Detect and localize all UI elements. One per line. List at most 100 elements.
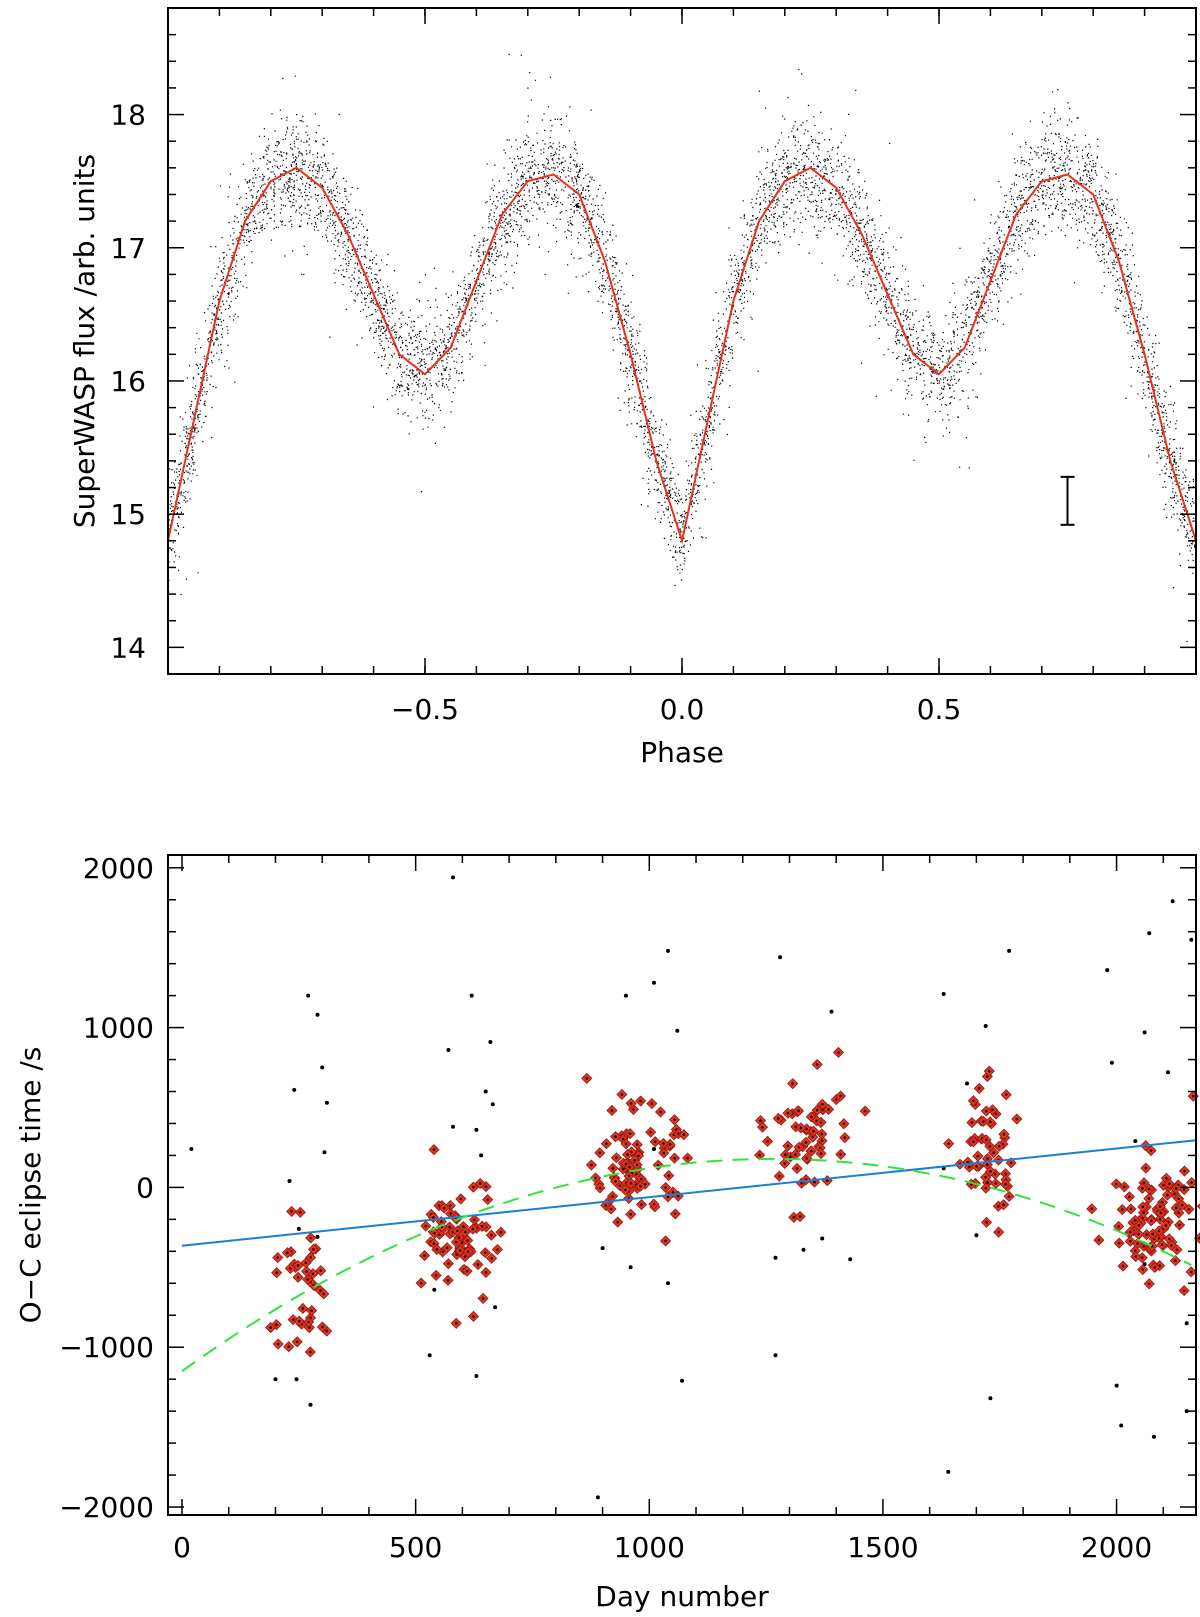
o-c-point-center bbox=[610, 1109, 614, 1112]
o-c-outlier-point bbox=[666, 948, 670, 953]
o-c-point-center bbox=[424, 1224, 428, 1228]
o-c-point-center bbox=[1002, 1203, 1005, 1206]
o-c-outlier-point bbox=[773, 1255, 778, 1260]
o-c-point-center bbox=[605, 1142, 608, 1146]
o-c-point-center bbox=[682, 1133, 686, 1136]
o-c-point-center bbox=[628, 1132, 632, 1136]
o-c-point-center bbox=[629, 1212, 633, 1216]
o-c-outlier-point bbox=[1142, 1030, 1147, 1035]
o-c-outlier-point bbox=[320, 1065, 325, 1070]
o-c-point-center bbox=[863, 1109, 867, 1113]
o-c-point-center bbox=[1144, 1166, 1148, 1170]
o-c-outlier-point bbox=[1189, 937, 1194, 942]
o-c-point-center bbox=[291, 1318, 295, 1321]
o-c-point-center bbox=[1128, 1230, 1132, 1234]
o-c-point-center bbox=[1182, 1188, 1186, 1191]
o-c-point-center bbox=[777, 1174, 781, 1178]
o-c-point-center bbox=[275, 1271, 279, 1275]
o-c-point-center bbox=[432, 1216, 435, 1219]
o-c-point-center bbox=[800, 1181, 803, 1185]
o-c-point-center bbox=[656, 1163, 660, 1167]
o-c-point-center bbox=[820, 1132, 824, 1136]
x-tick-label: 1500 bbox=[847, 1531, 918, 1564]
o-c-outlier-point bbox=[488, 1040, 493, 1044]
o-c-point-center bbox=[1151, 1232, 1155, 1236]
o-c-outlier-point bbox=[315, 1234, 320, 1239]
o-c-point-center bbox=[820, 1139, 824, 1143]
o-c-point-center bbox=[616, 1220, 620, 1224]
o-c-point-center bbox=[970, 1121, 974, 1124]
o-c-point-center bbox=[791, 1082, 794, 1085]
o-c-point-center bbox=[1141, 1205, 1145, 1209]
o-c-point-center bbox=[1191, 1094, 1195, 1098]
o-c-point-center bbox=[810, 1149, 813, 1153]
o-c-point-center bbox=[322, 1292, 326, 1296]
o-c-point-center bbox=[1183, 1169, 1186, 1173]
y-tick-label: 16 bbox=[110, 365, 146, 398]
light-curve-ylabel: SuperWASP flux /arb. units bbox=[68, 154, 101, 528]
o-c-point-center bbox=[1180, 1203, 1184, 1207]
o-c-point-center bbox=[993, 1172, 997, 1176]
o-c-point-center bbox=[1168, 1182, 1171, 1186]
o-c-point-center bbox=[976, 1154, 980, 1158]
o-c-point-center bbox=[776, 1117, 780, 1120]
o-c-point-center bbox=[815, 1108, 819, 1112]
o-c-point-center bbox=[664, 1186, 667, 1189]
o-c-point-center bbox=[819, 1152, 823, 1155]
y-tick-label: 14 bbox=[110, 631, 146, 664]
o-c-point-center bbox=[618, 1184, 622, 1188]
o-c-outlier-point bbox=[322, 1150, 327, 1155]
o-c-point-center bbox=[1166, 1193, 1169, 1197]
o-c-outlier-point bbox=[778, 955, 783, 960]
o-c-point-center bbox=[311, 1272, 315, 1276]
o-c-point-center bbox=[985, 1109, 988, 1113]
o-c-point-center bbox=[481, 1297, 485, 1300]
o-c-outlier-point bbox=[941, 992, 946, 996]
o-c-point-center bbox=[643, 1182, 647, 1186]
o-c-outlier-point bbox=[1184, 1321, 1189, 1326]
o-c-point-center bbox=[1149, 1149, 1153, 1152]
o-c-point-center bbox=[975, 1165, 978, 1168]
o-c-point-center bbox=[1168, 1237, 1171, 1241]
o-c-point-center bbox=[1145, 1233, 1148, 1236]
y-tick-label: 18 bbox=[110, 99, 146, 132]
o-c-point-center bbox=[997, 1230, 1000, 1234]
o-c-outlier-point bbox=[306, 993, 311, 998]
o-c-outlier-point bbox=[829, 1009, 834, 1014]
o-c-point-center bbox=[1128, 1195, 1131, 1199]
o-c-point-center bbox=[1117, 1225, 1120, 1228]
o-c-outlier-point bbox=[273, 1377, 278, 1382]
o-c-point-center bbox=[673, 1156, 676, 1160]
o-c-point-center bbox=[795, 1167, 799, 1170]
o-c-point-center bbox=[977, 1087, 981, 1090]
o-c-point-center bbox=[486, 1198, 489, 1201]
o-c-point-center bbox=[319, 1269, 323, 1272]
light-curve-point-cloud bbox=[168, 53, 1197, 643]
o-c-point-center bbox=[423, 1254, 426, 1257]
y-tick-label: −1000 bbox=[59, 1331, 154, 1364]
light-curve-xlabel: Phase bbox=[640, 736, 724, 769]
o-c-point-center bbox=[804, 1140, 808, 1144]
o-c-point-center bbox=[496, 1248, 499, 1251]
o-c-point-center bbox=[1142, 1245, 1146, 1248]
x-tick-label: 500 bbox=[389, 1531, 442, 1564]
o-c-point-center bbox=[994, 1182, 998, 1185]
o-c-point-center bbox=[1015, 1117, 1019, 1121]
o-c-point-center bbox=[449, 1204, 452, 1207]
o-c-point-center bbox=[269, 1326, 272, 1329]
o-c-point-center bbox=[1120, 1208, 1124, 1211]
o-c-outlier-point bbox=[1105, 968, 1110, 973]
o-c-point-center bbox=[653, 1140, 657, 1144]
o-c-outlier-point bbox=[666, 1281, 670, 1286]
x-tick-label: 0.5 bbox=[917, 693, 962, 726]
o-c-point-center bbox=[306, 1278, 309, 1281]
o-c-point-center bbox=[459, 1197, 463, 1201]
o-c-point-center bbox=[276, 1256, 280, 1259]
o-c-point-center bbox=[622, 1167, 625, 1171]
o-c-outlier-point bbox=[1119, 1423, 1124, 1428]
o-c-outlier-point bbox=[983, 1024, 988, 1028]
o-c-outlier-point bbox=[427, 1353, 432, 1358]
o-c-point-center bbox=[797, 1109, 800, 1113]
o-c-outlier-point bbox=[1151, 1434, 1156, 1439]
